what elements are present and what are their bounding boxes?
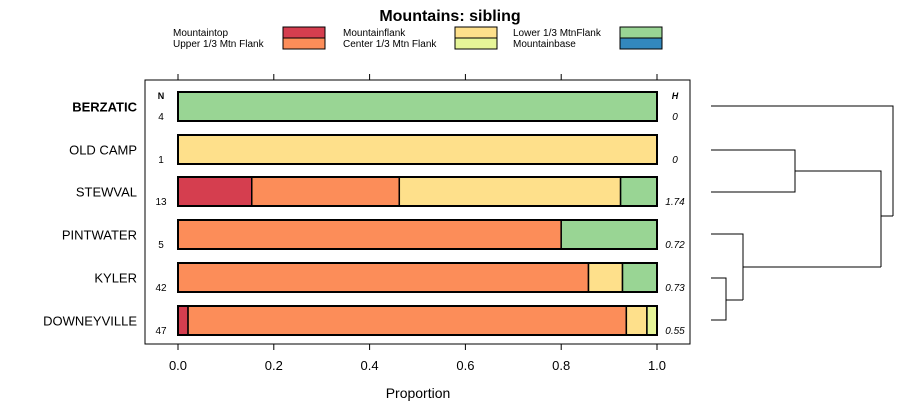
h-value-kyler: 0.73 [665,283,685,294]
legend-swatch-lower-1-3-mtnflank [619,26,663,39]
bar-segment-downeyville-mountaintop [177,305,189,336]
dendrogram-kyler-downeyville-branch [711,277,727,321]
chart-title: Mountains: sibling [379,8,520,25]
row-label-downeyville: DOWNEYVILLE [43,314,137,329]
dendrogram-berzatic-branch [711,105,894,216]
bar-segment-stewval-mountaintop [177,176,253,207]
plot-frame [144,79,691,345]
h-value-old-camp: 0 [672,155,678,166]
row-label-kyler: KYLER [94,271,137,286]
bar-outline-stewval [177,176,658,207]
legend-label-lower-1-3-mtnflank: Lower 1/3 MtnFlank [513,28,602,39]
bar-segment-stewval-lower-1-3-mtnflank [619,176,658,207]
h-value-pintwater: 0.72 [665,240,685,251]
legend-label-upper-1-3-mtn-flank: Upper 1/3 Mtn Flank [173,39,265,50]
n-value-berzatic: 4 [158,112,164,123]
h-column-header: H [672,91,679,101]
legend-label-mountainbase: Mountainbase [513,39,576,50]
dendrogram [711,105,894,321]
n-value-downeyville: 47 [155,326,167,337]
legend-label-mountainflank: Mountainflank [343,28,406,39]
bar-segment-old-camp-mountainflank [177,134,658,165]
bar-segment-kyler-mountainflank [587,262,624,293]
x-tick-label-1-0: 1.0 [648,358,666,373]
bar-segment-kyler-upper-1-3-mtn-flank [177,262,590,293]
row-label-old-camp: OLD CAMP [69,143,137,158]
h-value-berzatic: 0 [672,112,678,123]
dendrogram-pintwater-branch [711,233,744,300]
bar-outline-old-camp [177,134,658,165]
bar-segment-pintwater-upper-1-3-mtn-flank [177,219,562,250]
row-label-pintwater: PINTWATER [62,228,137,243]
n-value-old-camp: 1 [158,155,164,166]
legend-label-mountaintop: Mountaintop [173,28,228,39]
row-label-stewval: STEWVAL [76,185,137,200]
bar-outline-kyler [177,262,658,293]
legend-swatch-mountaintop [282,26,326,39]
n-value-kyler: 42 [155,283,167,294]
dendrogram-upper-link [795,170,882,267]
x-tick-label-0-4: 0.4 [361,358,379,373]
bar-outline-pintwater [177,219,658,250]
bar-segment-stewval-mountainflank [398,176,622,207]
bar-segment-downeyville-mountainflank [625,305,648,336]
bar-segment-downeyville-center-1-3-mtn-flank [646,305,658,336]
bar-segment-kyler-lower-1-3-mtnflank [621,262,658,293]
n-column-header: N [158,91,165,101]
n-value-stewval: 13 [155,197,167,208]
bar-rows: BERZATIC 4 0 OLD CAMP 1 0 STEWVAL 13 1.74 PINTWAT… [43,91,685,337]
x-tick-label-0-0: 0.0 [169,358,187,373]
bar-outline-downeyville [177,305,658,336]
row-label-berzatic: BERZATIC [72,100,137,115]
bar-segment-berzatic-lower-1-3-mtnflank [177,91,658,122]
x-tick-label-0-2: 0.2 [265,358,283,373]
x-tick-label-0-6: 0.6 [456,358,474,373]
x-tick-label-0-8: 0.8 [552,358,570,373]
h-value-stewval: 1.74 [665,197,685,208]
legend-swatch-mountainbase [619,37,663,50]
bar-segment-stewval-upper-1-3-mtn-flank [251,176,401,207]
x-axis: 0.0 0.2 0.4 0.6 0.8 1.0 [169,74,666,373]
bar-segment-pintwater-lower-1-3-mtnflank [560,219,658,250]
n-value-pintwater: 5 [158,240,164,251]
dendrogram-oldcamp-stewval-branch [711,149,796,193]
legend-swatch-upper-1-3-mtn-flank [282,37,326,50]
x-axis-title: Proportion [386,385,451,401]
bar-outline-berzatic [177,91,658,122]
h-value-downeyville: 0.55 [665,326,685,337]
bar-segment-downeyville-upper-1-3-mtn-flank [187,305,628,336]
legend-swatch-center-1-3-mtn-flank [454,37,498,50]
legend-label-center-1-3-mtn-flank: Center 1/3 Mtn Flank [343,39,437,50]
legend-swatch-mountainflank [454,26,498,39]
